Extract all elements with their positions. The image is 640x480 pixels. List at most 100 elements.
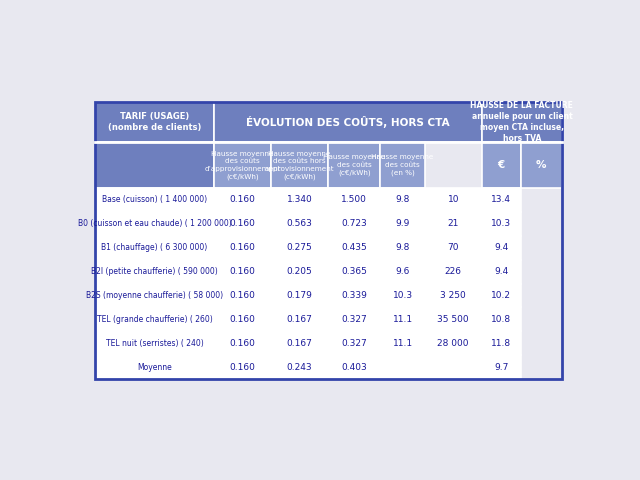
Text: 9.4: 9.4 xyxy=(494,267,508,276)
Bar xyxy=(95,102,214,142)
Bar xyxy=(214,102,482,142)
Bar xyxy=(482,260,520,284)
Text: 0.435: 0.435 xyxy=(341,243,367,252)
Bar xyxy=(380,284,425,307)
Text: B2S (moyenne chaufferie) ( 58 000): B2S (moyenne chaufferie) ( 58 000) xyxy=(86,291,223,300)
Bar xyxy=(380,260,425,284)
Bar xyxy=(271,355,328,379)
Text: 0.723: 0.723 xyxy=(341,219,367,228)
Bar xyxy=(271,260,328,284)
Text: 10.3: 10.3 xyxy=(491,219,511,228)
Bar xyxy=(271,212,328,236)
Text: 28 000: 28 000 xyxy=(438,339,469,348)
Bar xyxy=(482,212,520,236)
Text: 1.500: 1.500 xyxy=(341,195,367,204)
Bar xyxy=(425,331,482,355)
Bar xyxy=(482,142,520,188)
Bar xyxy=(482,236,520,260)
Text: B0 (cuisson et eau chaude) ( 1 200 000): B0 (cuisson et eau chaude) ( 1 200 000) xyxy=(77,219,231,228)
Bar xyxy=(214,284,271,307)
Text: 0.339: 0.339 xyxy=(341,291,367,300)
Bar xyxy=(95,236,214,260)
Text: 35 500: 35 500 xyxy=(437,315,469,324)
Text: 9.7: 9.7 xyxy=(494,363,508,372)
Text: 9.8: 9.8 xyxy=(396,243,410,252)
Bar xyxy=(214,142,271,188)
Bar xyxy=(380,188,425,212)
Text: Hausse moyenne
des coûts
(c€/kWh): Hausse moyenne des coûts (c€/kWh) xyxy=(323,154,385,176)
Bar xyxy=(328,284,380,307)
Text: 0.563: 0.563 xyxy=(287,219,312,228)
Bar xyxy=(328,307,380,331)
Bar xyxy=(95,212,214,236)
Bar xyxy=(482,331,520,355)
Text: €: € xyxy=(497,160,505,170)
Bar xyxy=(380,331,425,355)
Bar xyxy=(425,284,482,307)
Bar xyxy=(482,355,520,379)
Bar xyxy=(95,307,214,331)
Text: 10: 10 xyxy=(447,195,459,204)
Bar xyxy=(380,355,425,379)
Bar xyxy=(214,331,271,355)
Text: 0.327: 0.327 xyxy=(341,339,367,348)
Text: 0.327: 0.327 xyxy=(341,315,367,324)
Bar xyxy=(95,355,214,379)
Text: 226: 226 xyxy=(445,267,461,276)
Text: Hausse moyenne
des coûts hors
approvisionnement
(c€/kWh): Hausse moyenne des coûts hors approvisio… xyxy=(265,151,334,180)
Bar xyxy=(271,236,328,260)
Text: Moyenne: Moyenne xyxy=(137,363,172,372)
Text: B1 (chauffage) ( 6 300 000): B1 (chauffage) ( 6 300 000) xyxy=(101,243,207,252)
Text: 70: 70 xyxy=(447,243,459,252)
Bar xyxy=(482,188,520,212)
Text: 9.4: 9.4 xyxy=(494,243,508,252)
Text: 13.4: 13.4 xyxy=(491,195,511,204)
Bar xyxy=(520,142,562,188)
Text: 0.160: 0.160 xyxy=(230,219,255,228)
Bar xyxy=(425,307,482,331)
Bar xyxy=(95,331,214,355)
Bar xyxy=(425,236,482,260)
Bar xyxy=(214,355,271,379)
Bar xyxy=(328,355,380,379)
Text: 9.8: 9.8 xyxy=(396,195,410,204)
Bar xyxy=(482,307,520,331)
Text: 0.179: 0.179 xyxy=(287,291,312,300)
Bar xyxy=(328,236,380,260)
Bar xyxy=(271,307,328,331)
Text: 0.160: 0.160 xyxy=(230,195,255,204)
Bar xyxy=(380,307,425,331)
Text: 9.9: 9.9 xyxy=(396,219,410,228)
Text: ÉVOLUTION DES COÛTS, HORS CTA: ÉVOLUTION DES COÛTS, HORS CTA xyxy=(246,116,450,128)
Text: 0.167: 0.167 xyxy=(287,315,312,324)
Bar xyxy=(482,284,520,307)
Bar xyxy=(95,284,214,307)
Text: 9.6: 9.6 xyxy=(396,267,410,276)
Text: 0.205: 0.205 xyxy=(287,267,312,276)
Text: TEL nuit (serristes) ( 240): TEL nuit (serristes) ( 240) xyxy=(106,339,204,348)
Text: %: % xyxy=(536,160,547,170)
Bar xyxy=(214,260,271,284)
Bar xyxy=(380,142,425,188)
Bar xyxy=(271,142,328,188)
Text: 0.243: 0.243 xyxy=(287,363,312,372)
Text: 0.160: 0.160 xyxy=(230,267,255,276)
Text: 10.8: 10.8 xyxy=(491,315,511,324)
Text: 0.167: 0.167 xyxy=(287,339,312,348)
Bar xyxy=(95,142,214,188)
Bar xyxy=(328,188,380,212)
Bar xyxy=(95,102,562,379)
Bar xyxy=(328,142,380,188)
Text: 11.1: 11.1 xyxy=(392,339,413,348)
Bar xyxy=(425,188,482,212)
Bar xyxy=(425,212,482,236)
Text: HAUSSE DE LA FACTURE
annuelle pour un client
moyen CTA incluse,
hors TVA: HAUSSE DE LA FACTURE annuelle pour un cl… xyxy=(470,101,573,143)
Bar xyxy=(214,307,271,331)
Bar xyxy=(380,212,425,236)
Bar xyxy=(328,260,380,284)
Bar xyxy=(425,355,482,379)
Bar xyxy=(271,331,328,355)
Text: 0.160: 0.160 xyxy=(230,339,255,348)
Text: 0.160: 0.160 xyxy=(230,291,255,300)
Text: Hausse moyenne
des coûts
d’approvisionnement
(c€/kWh): Hausse moyenne des coûts d’approvisionne… xyxy=(204,151,281,180)
